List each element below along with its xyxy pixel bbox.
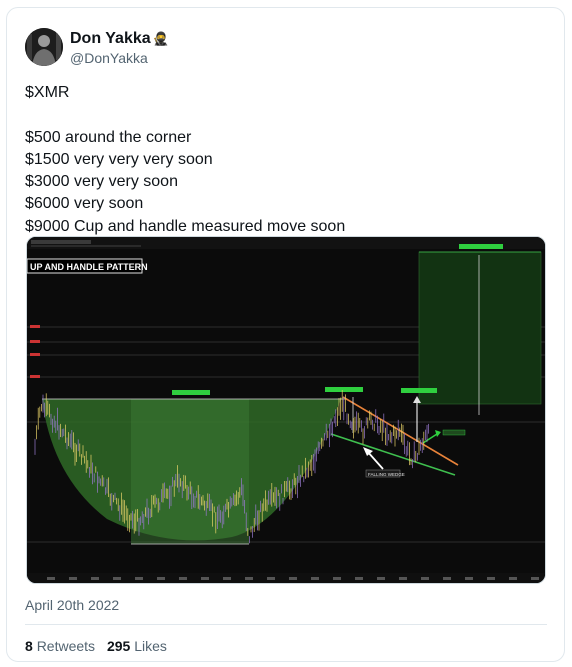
tweet-line-blank <box>25 104 545 126</box>
cup-tag <box>172 390 210 395</box>
likes-label: Likes <box>134 638 167 654</box>
tweet-line: $9000 Cup and handle measured move soon <box>25 217 346 235</box>
chart-toolbar-text <box>31 245 141 247</box>
time-axis-ticks <box>47 577 539 580</box>
time-tick <box>487 577 495 580</box>
time-tick <box>377 577 385 580</box>
chart-toolbar <box>27 237 545 249</box>
avatar[interactable] <box>25 28 63 66</box>
wedge-lower-line <box>330 433 456 476</box>
tweet-image[interactable]: UP AND HANDLE PATTERN FALLING WEDGE <box>26 236 546 584</box>
time-tick <box>135 577 143 580</box>
tweet-line: $500 around the corner <box>25 128 192 146</box>
time-tick <box>465 577 473 580</box>
author-handle[interactable]: @DonYakka <box>70 50 148 66</box>
time-tick <box>91 577 99 580</box>
time-tick <box>47 577 55 580</box>
time-tick <box>113 577 121 580</box>
breakout-tag <box>401 388 437 393</box>
profile-photo-icon <box>25 28 63 66</box>
green-breakout-arrow <box>422 433 438 444</box>
cup-depth-zone <box>131 399 249 544</box>
price-tag <box>442 429 466 436</box>
tweet-card: Don Yakka 🥷 @DonYakka $XMR $500 around th… <box>6 7 565 662</box>
tweet-text: $XMR $500 around the corner $1500 very v… <box>25 82 545 238</box>
time-tick <box>333 577 341 580</box>
time-tick <box>531 577 539 580</box>
time-tick <box>157 577 165 580</box>
target-zone <box>418 251 542 405</box>
falling-wedge-box <box>365 469 401 478</box>
wedge-callout-arrow <box>366 450 384 470</box>
breakout-arrow-head <box>413 396 421 403</box>
author-name[interactable]: Don Yakka 🥷 <box>70 30 169 48</box>
wedge-upper-line <box>342 396 459 466</box>
tweet-date[interactable]: April 20th 2022 <box>25 597 120 613</box>
time-tick <box>267 577 275 580</box>
left-axis-markers <box>30 325 40 378</box>
time-tick <box>201 577 209 580</box>
time-tick <box>223 577 231 580</box>
tweet-stats: 8 Retweets 295 Likes <box>25 638 175 654</box>
time-tick <box>245 577 253 580</box>
author-display-name[interactable]: Don Yakka <box>70 30 151 47</box>
ninja-emoji-icon: 🥷 <box>152 31 169 46</box>
time-tick <box>509 577 517 580</box>
time-tick <box>69 577 77 580</box>
time-tick <box>399 577 407 580</box>
retweets-count: 8 <box>25 638 33 654</box>
pattern-label: UP AND HANDLE PATTERN <box>30 262 148 272</box>
tweet-line[interactable]: $XMR <box>25 84 70 101</box>
price-candles <box>34 390 429 544</box>
handle-tag <box>325 387 363 392</box>
price-chart-image: UP AND HANDLE PATTERN FALLING WEDGE <box>27 237 545 583</box>
time-tick <box>443 577 451 580</box>
chart-toolbar-text <box>31 240 91 244</box>
green-breakout-arrow-head <box>435 430 441 437</box>
retweets-stat[interactable]: 8 Retweets <box>25 638 95 654</box>
divider <box>25 624 547 625</box>
tweet-line: $3000 very very soon <box>25 173 178 191</box>
likes-stat[interactable]: 295 Likes <box>107 638 167 654</box>
time-axis <box>27 573 545 583</box>
tweet-line: $6000 very soon <box>25 195 144 213</box>
time-tick <box>179 577 187 580</box>
target-tag <box>459 244 503 249</box>
pattern-label-box <box>27 258 143 274</box>
retweets-label: Retweets <box>36 638 96 654</box>
likes-count: 295 <box>106 638 131 654</box>
tweet-line: $1500 very very very soon <box>25 150 213 168</box>
wedge-callout-arrow-head <box>363 447 373 456</box>
time-tick <box>355 577 363 580</box>
falling-wedge-label: FALLING WEDGE <box>368 472 405 477</box>
time-tick <box>311 577 319 580</box>
time-tick <box>289 577 297 580</box>
time-tick <box>421 577 429 580</box>
